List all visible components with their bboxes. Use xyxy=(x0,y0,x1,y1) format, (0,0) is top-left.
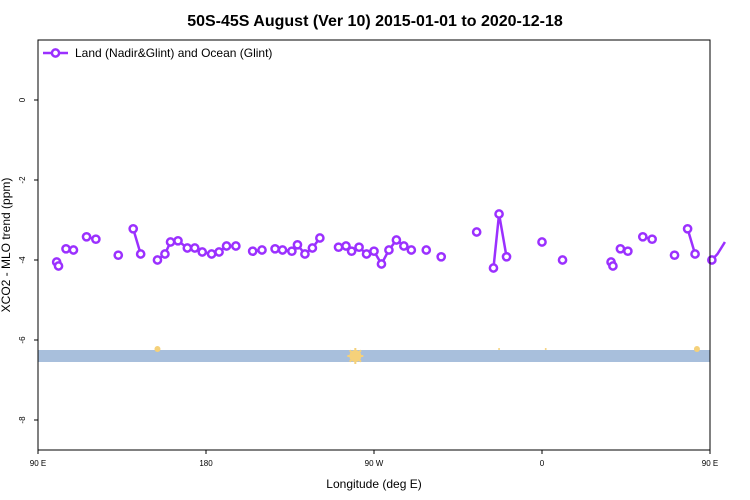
data-point xyxy=(615,243,626,254)
band-marker xyxy=(154,346,161,352)
band-marker xyxy=(349,350,362,362)
data-point xyxy=(160,249,170,259)
data-point xyxy=(165,237,176,247)
y-tick-label: -8 xyxy=(18,416,27,424)
legend: Land (Nadir&Glint) and Ocean (Glint) xyxy=(43,46,272,60)
data-point xyxy=(494,209,504,219)
data-point xyxy=(257,245,267,255)
data-point xyxy=(669,250,680,261)
x-tick-label: 90 E xyxy=(30,459,46,468)
data-point xyxy=(333,242,344,253)
data-point xyxy=(173,235,183,246)
data-point xyxy=(537,237,547,247)
y-tick-label: -6 xyxy=(18,336,27,344)
data-point xyxy=(81,231,92,242)
data-point xyxy=(91,234,101,245)
legend-marker xyxy=(50,48,61,58)
data-point xyxy=(384,245,394,255)
y-tick-label: -2 xyxy=(18,176,27,184)
y-tick-label: -4 xyxy=(18,256,27,264)
data-point xyxy=(300,249,310,259)
data-point xyxy=(292,239,303,250)
data-point xyxy=(501,251,512,262)
data-point xyxy=(53,261,64,271)
data-point xyxy=(277,245,288,255)
data-point xyxy=(221,241,232,251)
data-point xyxy=(647,234,657,245)
data-point xyxy=(197,247,208,257)
data-point xyxy=(135,249,146,259)
data-point xyxy=(690,249,700,259)
data-point xyxy=(637,231,648,242)
data-point xyxy=(376,259,387,269)
data-point xyxy=(488,263,499,273)
data-point xyxy=(247,246,258,257)
data-point xyxy=(61,243,71,254)
data-point xyxy=(152,255,163,265)
data-point xyxy=(406,245,417,255)
data-point xyxy=(206,249,217,259)
chart-title: 50S-45S August (Ver 10) 2015-01-01 to 20… xyxy=(187,13,563,30)
reference-band xyxy=(38,350,710,362)
x-axis-ticks: 90 E 180 90 W 0 90 E xyxy=(30,450,718,468)
data-point xyxy=(369,246,379,257)
data-point xyxy=(608,261,618,271)
y-axis-label: XCO2 - MLO trend (ppm) xyxy=(0,178,13,313)
series-layer xyxy=(51,209,726,273)
legend-entry: Land (Nadir&Glint) and Ocean (Glint) xyxy=(75,46,272,60)
data-point xyxy=(361,249,372,259)
data-point xyxy=(436,251,447,262)
x-tick-label: 0 xyxy=(540,459,545,468)
data-point xyxy=(231,241,241,251)
data-point xyxy=(182,243,193,253)
data-point xyxy=(128,223,139,234)
data-point xyxy=(682,223,693,234)
data-point xyxy=(189,243,200,253)
data-point xyxy=(287,246,297,257)
data-point xyxy=(354,242,364,253)
data-point xyxy=(214,247,224,257)
data-point xyxy=(707,255,717,265)
data-point xyxy=(623,246,633,257)
data-point xyxy=(270,243,280,254)
data-point xyxy=(391,235,402,245)
y-tick-label: 0 xyxy=(18,97,27,102)
data-point xyxy=(421,245,432,255)
data-point xyxy=(307,243,318,253)
data-point xyxy=(557,255,568,265)
band-marker xyxy=(693,346,700,352)
data-point xyxy=(346,246,357,257)
band-marker xyxy=(498,348,501,350)
data-point xyxy=(399,241,409,251)
band-marker xyxy=(544,348,547,350)
data-point xyxy=(315,233,325,243)
x-tick-label: 180 xyxy=(199,459,213,468)
data-point xyxy=(113,250,124,261)
x-axis-label: Longitude (deg E) xyxy=(326,477,421,491)
x-tick-label: 90 E xyxy=(702,459,718,468)
data-point xyxy=(471,227,482,237)
y-axis-ticks: 0 -2 -4 -6 -8 xyxy=(18,97,38,424)
band-layer xyxy=(38,346,710,364)
x-tick-label: 90 W xyxy=(365,459,384,468)
data-point xyxy=(341,241,351,251)
data-point xyxy=(68,245,79,255)
